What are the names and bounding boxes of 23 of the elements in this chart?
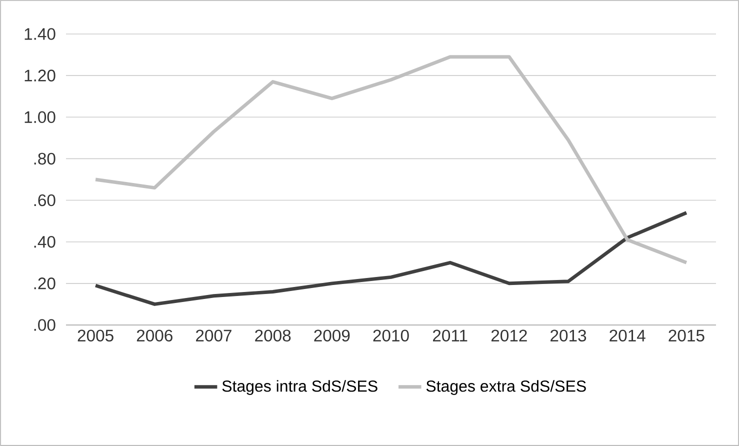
x-tick-label: 2012 (491, 330, 527, 342)
y-tick-label: 1.40 (24, 28, 56, 40)
y-tick-label: 1.20 (24, 70, 56, 82)
x-tick-label: 2006 (136, 330, 172, 342)
x-tick-label: 2009 (314, 330, 350, 342)
x-tick-label: 2013 (550, 330, 586, 342)
y-tick-label: .00 (34, 319, 56, 331)
x-tick-label: 2011 (433, 330, 468, 342)
y-tick-label: 1.00 (24, 111, 56, 124)
x-tick-label: 2015 (668, 330, 704, 342)
line-series (94, 211, 688, 306)
x-tick-label: 2005 (78, 330, 114, 342)
y-tick-label: .20 (34, 278, 56, 290)
line-series (94, 55, 688, 264)
legend-label: Stages extra SdS/SES (426, 380, 586, 395)
x-tick-label: 2010 (373, 330, 409, 342)
y-tick-label: .60 (34, 194, 56, 206)
y-tick-label: .40 (34, 236, 56, 248)
y-tick-label: .80 (34, 152, 56, 165)
x-tick-label: 2008 (255, 330, 291, 342)
legend-label: Stages intra SdS/SES (222, 380, 378, 395)
x-tick-label: 2014 (610, 330, 646, 342)
x-tick-label: 2007 (196, 330, 232, 342)
